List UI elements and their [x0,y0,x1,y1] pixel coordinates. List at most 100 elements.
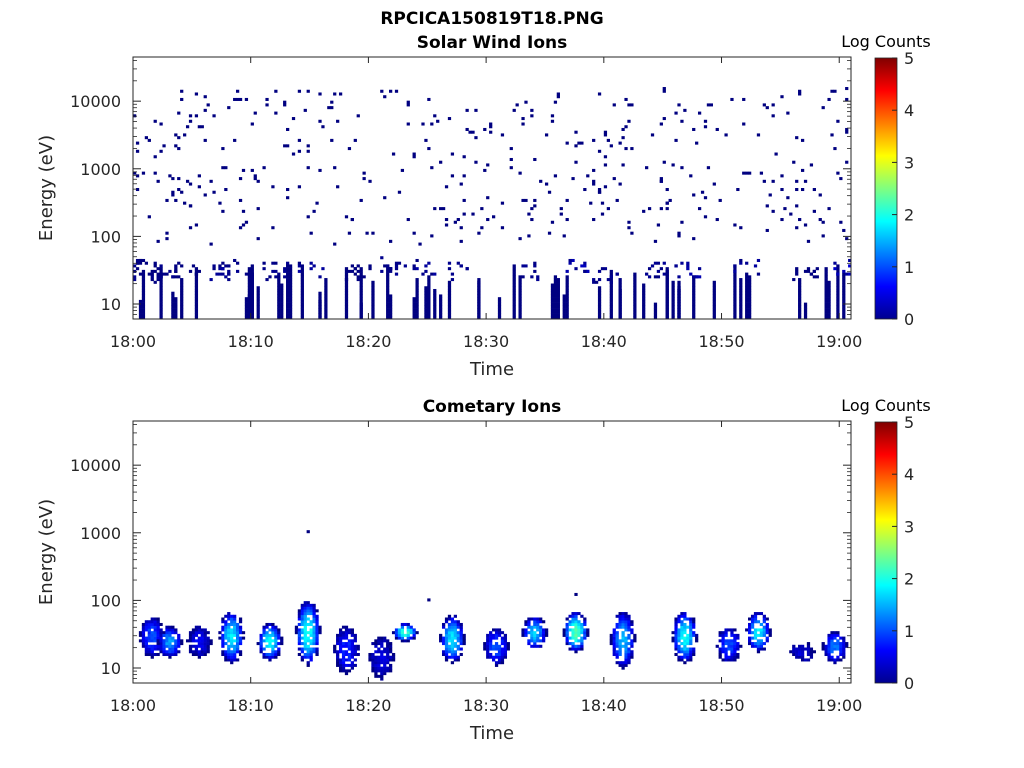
heatmap-cell [371,669,375,673]
heatmap-cell [653,308,658,312]
heatmap-cell [683,661,687,665]
heatmap-cell [547,231,552,235]
heatmap-cell [300,655,304,659]
heatmap-cell [315,617,319,621]
heatmap-cell [827,639,831,643]
heatmap-cell [318,302,322,306]
heatmap-cell [718,198,722,202]
heatmap-cell [550,308,555,312]
heatmap-cell [494,644,499,648]
heatmap-cell [553,299,558,303]
heatmap-cell [165,237,169,241]
heatmap-cell [235,631,240,635]
heatmap-cell [250,299,254,303]
heatmap-cell [350,647,354,651]
heatmap-cell [265,655,269,659]
heatmap-cell [750,617,755,621]
heatmap-cell [288,280,293,284]
heatmap-cell [368,267,372,271]
heatmap-cell [580,644,584,648]
heatmap-cell [833,658,837,662]
heatmap-cell [174,310,178,314]
heatmap-cell [297,622,302,626]
heatmap-cell [159,278,163,282]
heatmap-cell [827,302,831,306]
heatmap-cell [244,308,249,312]
heatmap-cell [706,103,711,107]
heatmap-cell [227,644,231,648]
heatmap-cell [827,647,831,651]
heatmap-cell [439,297,443,301]
heatmap-cell [692,275,696,279]
heatmap-cell [177,111,181,115]
heatmap-cell [674,636,678,640]
heatmap-cell [615,636,619,640]
heatmap-cell [677,614,681,618]
colorbar-tick-label: 1 [904,622,914,641]
heatmap-cell [127,267,130,270]
heatmap-cell [450,631,455,635]
heatmap-cell [750,636,755,640]
heatmap-cell [377,647,381,651]
heatmap-cell [135,188,140,192]
heatmap-cell [156,278,160,282]
heatmap-cell [762,647,766,651]
heatmap-cell [842,228,846,232]
heatmap-cell [371,297,375,301]
heatmap-cell [748,310,752,314]
heatmap-cell [574,647,578,651]
heatmap-cell [315,625,319,629]
heatmap-cell [241,631,246,635]
heatmap-cell [194,305,199,309]
heatmap-cell [338,633,343,637]
heatmap-cell [256,316,260,319]
heatmap-cell [633,286,637,290]
heatmap-cell [141,275,146,279]
heatmap-cell [309,622,313,626]
heatmap-cell [474,136,478,140]
heatmap-cell [268,639,272,643]
heatmap-cell [815,267,819,271]
heatmap-cell [686,652,690,657]
heatmap-cell [689,622,693,626]
heatmap-cell [200,125,204,129]
heatmap-cell [230,622,234,626]
heatmap-cell [733,267,737,271]
heatmap-cell [512,299,516,303]
heatmap-cell [571,644,575,648]
heatmap-cell [800,644,805,648]
heatmap-cell [803,313,808,317]
heatmap-cell [341,652,346,657]
heatmap-cell [745,261,749,265]
heatmap-cell [280,310,284,314]
heatmap-cell [224,658,228,662]
heatmap-cell [824,313,828,317]
heatmap-cell [200,639,204,643]
heatmap-cell [397,628,402,632]
heatmap-cell [383,663,387,667]
heatmap-cell [486,639,490,643]
heatmap-cell [194,650,199,654]
heatmap-cell [453,622,457,626]
heatmap-cell [597,288,602,293]
heatmap-cell [683,628,687,632]
heatmap-cell [642,288,646,293]
heatmap-cell [256,179,260,183]
heatmap-cell [609,286,613,290]
heatmap-cell [727,628,731,632]
heatmap-cell [695,636,699,640]
heatmap-cell [168,174,172,178]
heatmap-cell [344,275,349,279]
colorbar-tick-label: 2 [904,570,914,589]
heatmap-cell [412,299,416,303]
heatmap-cell [412,155,416,159]
heatmap-cell [842,310,846,314]
heatmap-cell [330,100,334,104]
heatmap-cell [359,313,363,317]
heatmap-cell [315,201,319,205]
heatmap-cell [559,207,563,211]
heatmap-cell [344,310,349,314]
heatmap-cell [380,256,384,260]
heatmap-cell [389,267,393,271]
heatmap-cell [268,652,272,657]
